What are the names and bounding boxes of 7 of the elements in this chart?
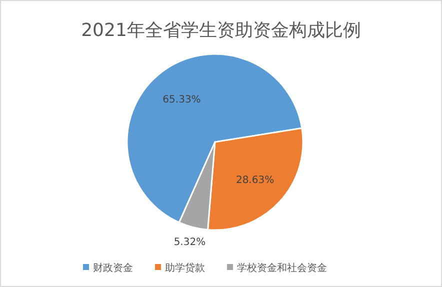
legend-label: 学校资金和社会资金 <box>237 262 327 274</box>
data-label: 28.63% <box>236 175 274 186</box>
legend-label: 助学贷款 <box>165 262 205 274</box>
legend-label: 财政资金 <box>93 262 133 274</box>
data-label: 65.33% <box>162 94 201 106</box>
data-label: 5.32% <box>174 236 206 248</box>
chart-title: 2021年全省学生资助资金构成比例 <box>81 20 361 41</box>
